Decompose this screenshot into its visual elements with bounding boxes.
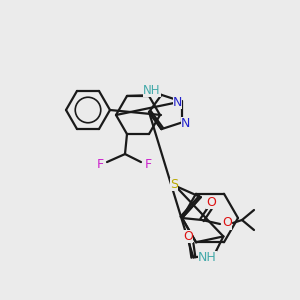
Text: O: O (222, 217, 232, 230)
Text: O: O (184, 230, 193, 243)
Text: NH: NH (198, 251, 217, 264)
Text: N: N (173, 96, 182, 109)
Text: NH: NH (143, 84, 161, 98)
Text: N: N (181, 117, 190, 130)
Text: O: O (206, 196, 216, 208)
Text: F: F (144, 158, 152, 171)
Text: F: F (96, 158, 103, 171)
Text: S: S (170, 178, 178, 191)
